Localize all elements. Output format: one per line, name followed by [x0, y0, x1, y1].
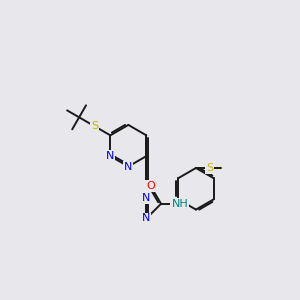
- Text: O: O: [146, 181, 155, 191]
- Text: S: S: [91, 121, 98, 131]
- Text: N: N: [106, 151, 115, 161]
- Text: N: N: [124, 161, 133, 172]
- Text: N: N: [142, 214, 151, 224]
- Text: S: S: [206, 163, 213, 173]
- Text: NH: NH: [171, 199, 188, 209]
- Text: N: N: [142, 193, 151, 203]
